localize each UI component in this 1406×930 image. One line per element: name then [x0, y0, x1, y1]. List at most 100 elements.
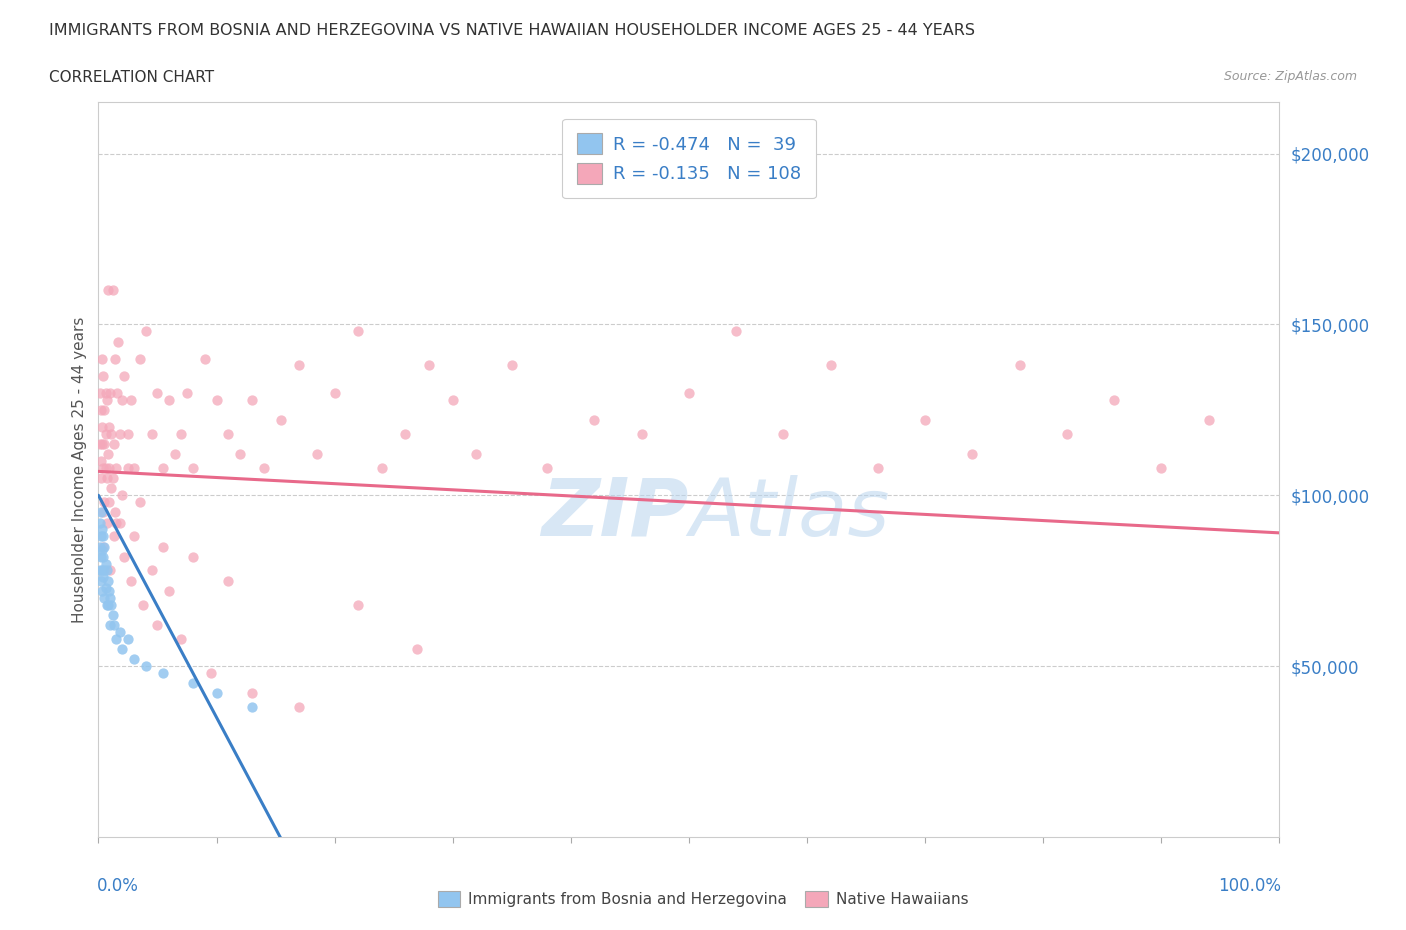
Point — [90, 471, 112, 485]
Point — [117, 460, 139, 475]
Point — [96, 392, 118, 407]
Point — [105, 515, 128, 530]
Point — [194, 352, 217, 366]
Point — [141, 563, 163, 578]
Point — [93, 591, 115, 605]
Point — [205, 392, 228, 407]
Text: CORRELATION CHART: CORRELATION CHART — [49, 70, 214, 85]
Point — [121, 573, 143, 588]
Point — [146, 385, 169, 400]
Point — [157, 583, 180, 598]
Point — [1198, 413, 1220, 428]
Point — [89, 539, 111, 554]
Point — [98, 618, 121, 632]
Point — [111, 488, 134, 503]
Point — [105, 385, 128, 400]
Point — [105, 460, 128, 475]
Point — [100, 481, 122, 496]
Point — [108, 426, 131, 441]
Point — [98, 583, 121, 598]
Point — [105, 631, 128, 646]
Point — [91, 529, 114, 544]
Point — [121, 392, 143, 407]
Point — [91, 419, 114, 434]
Point — [90, 505, 112, 520]
Point — [441, 392, 464, 407]
Point — [91, 436, 114, 451]
Point — [176, 385, 198, 400]
Point — [101, 607, 124, 622]
Point — [111, 642, 134, 657]
Point — [288, 699, 311, 714]
Point — [1008, 358, 1031, 373]
Point — [914, 413, 936, 428]
Point — [98, 385, 121, 400]
Point — [240, 699, 263, 714]
Point — [305, 446, 328, 461]
Point — [103, 436, 125, 451]
Point — [94, 460, 117, 475]
Point — [98, 495, 121, 510]
Point — [91, 368, 114, 383]
Point — [100, 426, 122, 441]
Point — [91, 563, 114, 578]
Text: 0.0%: 0.0% — [97, 877, 139, 896]
Point — [270, 413, 292, 428]
Point — [97, 446, 120, 461]
Point — [1102, 392, 1125, 407]
Point — [181, 676, 204, 691]
Point — [94, 556, 117, 571]
Point — [347, 324, 370, 339]
Point — [132, 597, 155, 612]
Point — [772, 426, 794, 441]
Point — [90, 454, 112, 469]
Point — [97, 597, 120, 612]
Point — [89, 515, 111, 530]
Point — [170, 426, 193, 441]
Point — [91, 522, 114, 537]
Point — [371, 460, 394, 475]
Point — [108, 515, 131, 530]
Legend: R = -0.474   N =  39, R = -0.135   N = 108: R = -0.474 N = 39, R = -0.135 N = 108 — [562, 119, 815, 198]
Point — [108, 625, 131, 640]
Point — [93, 436, 115, 451]
Point — [117, 631, 139, 646]
Point — [141, 426, 163, 441]
Point — [394, 426, 416, 441]
Point — [97, 573, 120, 588]
Point — [91, 550, 114, 565]
Point — [112, 550, 135, 565]
Point — [100, 597, 122, 612]
Point — [103, 529, 125, 544]
Point — [90, 403, 112, 418]
Text: ZIP: ZIP — [541, 474, 689, 552]
Y-axis label: Householder Income Ages 25 - 44 years: Householder Income Ages 25 - 44 years — [72, 316, 87, 623]
Point — [630, 426, 652, 441]
Point — [820, 358, 842, 373]
Point — [96, 471, 118, 485]
Point — [94, 580, 117, 595]
Point — [465, 446, 488, 461]
Point — [107, 334, 129, 349]
Point — [406, 642, 429, 657]
Point — [135, 324, 157, 339]
Legend: Immigrants from Bosnia and Herzegovina, Native Hawaiians: Immigrants from Bosnia and Herzegovina, … — [432, 884, 974, 913]
Point — [91, 542, 114, 557]
Point — [93, 495, 115, 510]
Point — [536, 460, 558, 475]
Point — [165, 446, 187, 461]
Point — [112, 368, 135, 383]
Text: Source: ZipAtlas.com: Source: ZipAtlas.com — [1223, 70, 1357, 83]
Point — [200, 666, 222, 681]
Point — [418, 358, 440, 373]
Point — [89, 436, 111, 451]
Point — [240, 686, 263, 701]
Point — [93, 403, 115, 418]
Point — [101, 283, 124, 298]
Point — [135, 658, 157, 673]
Point — [146, 618, 169, 632]
Point — [103, 618, 125, 632]
Point — [91, 460, 114, 475]
Point — [96, 597, 118, 612]
Point — [90, 573, 112, 588]
